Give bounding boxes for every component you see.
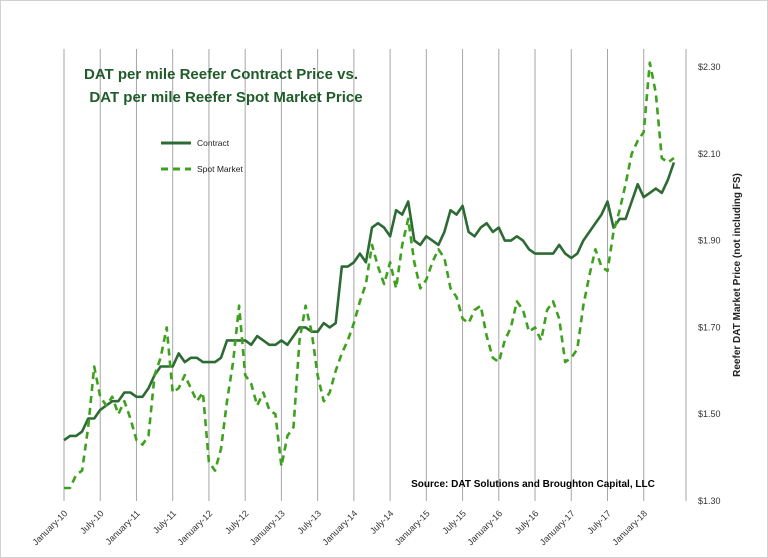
x-tick-label: July-13 — [295, 508, 323, 536]
y-tick-label: $1.30 — [698, 496, 721, 506]
chart-title-line-1: DAT per mile Reefer Contract Price vs. — [84, 66, 358, 83]
x-tick-label: July-11 — [151, 508, 178, 535]
x-tick-label: July-12 — [223, 508, 251, 536]
series-lines — [63, 61, 676, 490]
x-tick-label: January-15 — [393, 508, 432, 547]
gridlines — [63, 49, 687, 501]
legend-spot-label: Spot Market — [197, 164, 243, 174]
x-tick-label: January-14 — [320, 508, 359, 547]
y-tick-label: $2.30 — [698, 62, 721, 72]
x-tick-label: January-17 — [538, 508, 577, 547]
x-tick-label: January-10 — [31, 508, 70, 547]
x-tick-label: January-18 — [610, 508, 649, 547]
y-tick-label: $1.50 — [698, 409, 721, 419]
series-line-spot-market — [64, 61, 675, 490]
chart-title-line-2: DAT per mile Reefer Spot Market Price — [89, 89, 362, 106]
x-tick-label: July-16 — [513, 508, 541, 536]
x-tick-label: July-10 — [78, 508, 106, 536]
y-tick-label: $2.10 — [698, 149, 721, 159]
x-tick-label: July-17 — [585, 508, 613, 536]
x-tick-label: January-13 — [248, 508, 287, 547]
y-axis-label: Reefer DAT Market Price (not including F… — [732, 173, 743, 377]
series-line-contract — [63, 162, 676, 442]
source-note: Source: DAT Solutions and Broughton Capi… — [411, 479, 655, 490]
x-tick-label: January-11 — [103, 508, 141, 546]
y-tick-label: $1.70 — [698, 322, 721, 332]
y-tick-label: $1.90 — [698, 236, 721, 246]
x-tick-label: January-16 — [465, 508, 504, 547]
legend: Contract Spot Market — [161, 138, 243, 174]
x-tick-label: July-15 — [440, 508, 468, 536]
legend-contract-label: Contract — [197, 138, 230, 148]
y-axis-ticks: $1.30 $1.50 $1.70 $1.90 $2.10 $2.30 — [698, 62, 721, 506]
x-tick-label: January-12 — [175, 508, 214, 547]
x-tick-label: July-14 — [368, 508, 396, 536]
